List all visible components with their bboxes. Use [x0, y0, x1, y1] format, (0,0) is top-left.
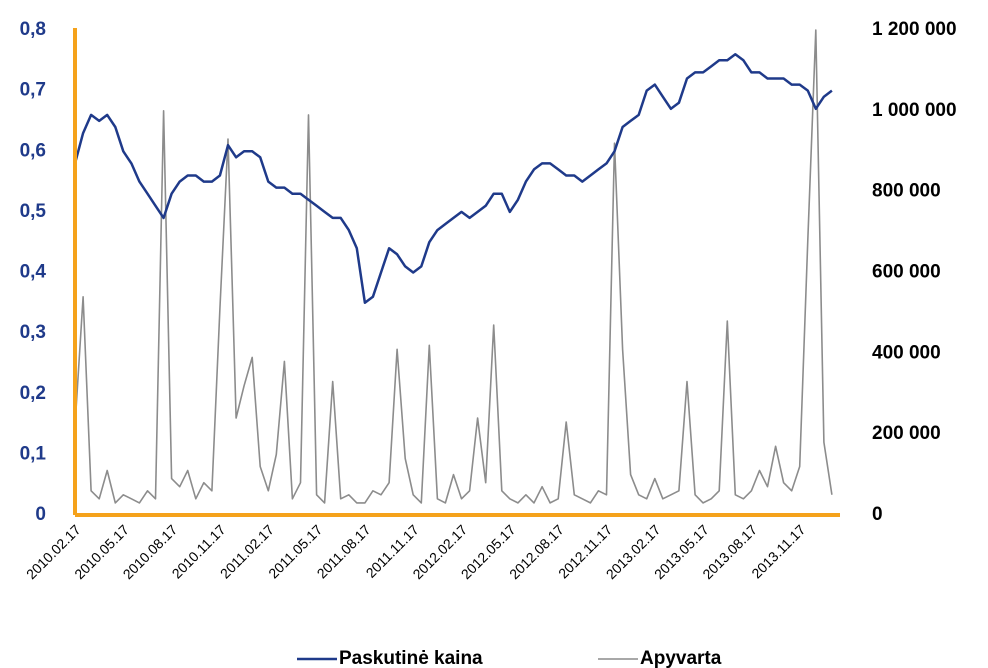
y-tick-label: 0,3: [20, 322, 46, 343]
series-line: [75, 54, 832, 302]
y2-tick-label: 400 000: [872, 342, 941, 363]
y2-tick-label: 1 200 000: [872, 19, 957, 40]
y2-tick-label: 0: [872, 504, 883, 525]
y-tick-label: 0,2: [20, 383, 46, 404]
series-line: [75, 30, 832, 503]
y-tick-label: 0,8: [20, 19, 46, 40]
chart: 0 0,1 0,2 0,3 0,4 0,5 0,6 0,7 0,8 0 200 000 400 000…: [0, 0, 988, 668]
y-tick-label: 0,4: [20, 262, 47, 283]
y-tick-label: 0: [35, 504, 46, 525]
legend-label: Apyvarta: [640, 648, 722, 668]
y-tick-label: 0,1: [20, 443, 47, 464]
y-tick-label: 0,7: [20, 80, 46, 101]
y-tick-label: 0,5: [20, 201, 47, 222]
y2-tick-label: 800 000: [872, 181, 941, 202]
y-tick-label: 0,6: [20, 140, 46, 161]
legend-label: Paskutinė kaina: [339, 648, 483, 668]
y2-tick-label: 1 000 000: [872, 100, 957, 121]
y2-tick-label: 600 000: [872, 262, 941, 283]
y2-tick-label: 200 000: [872, 423, 941, 444]
